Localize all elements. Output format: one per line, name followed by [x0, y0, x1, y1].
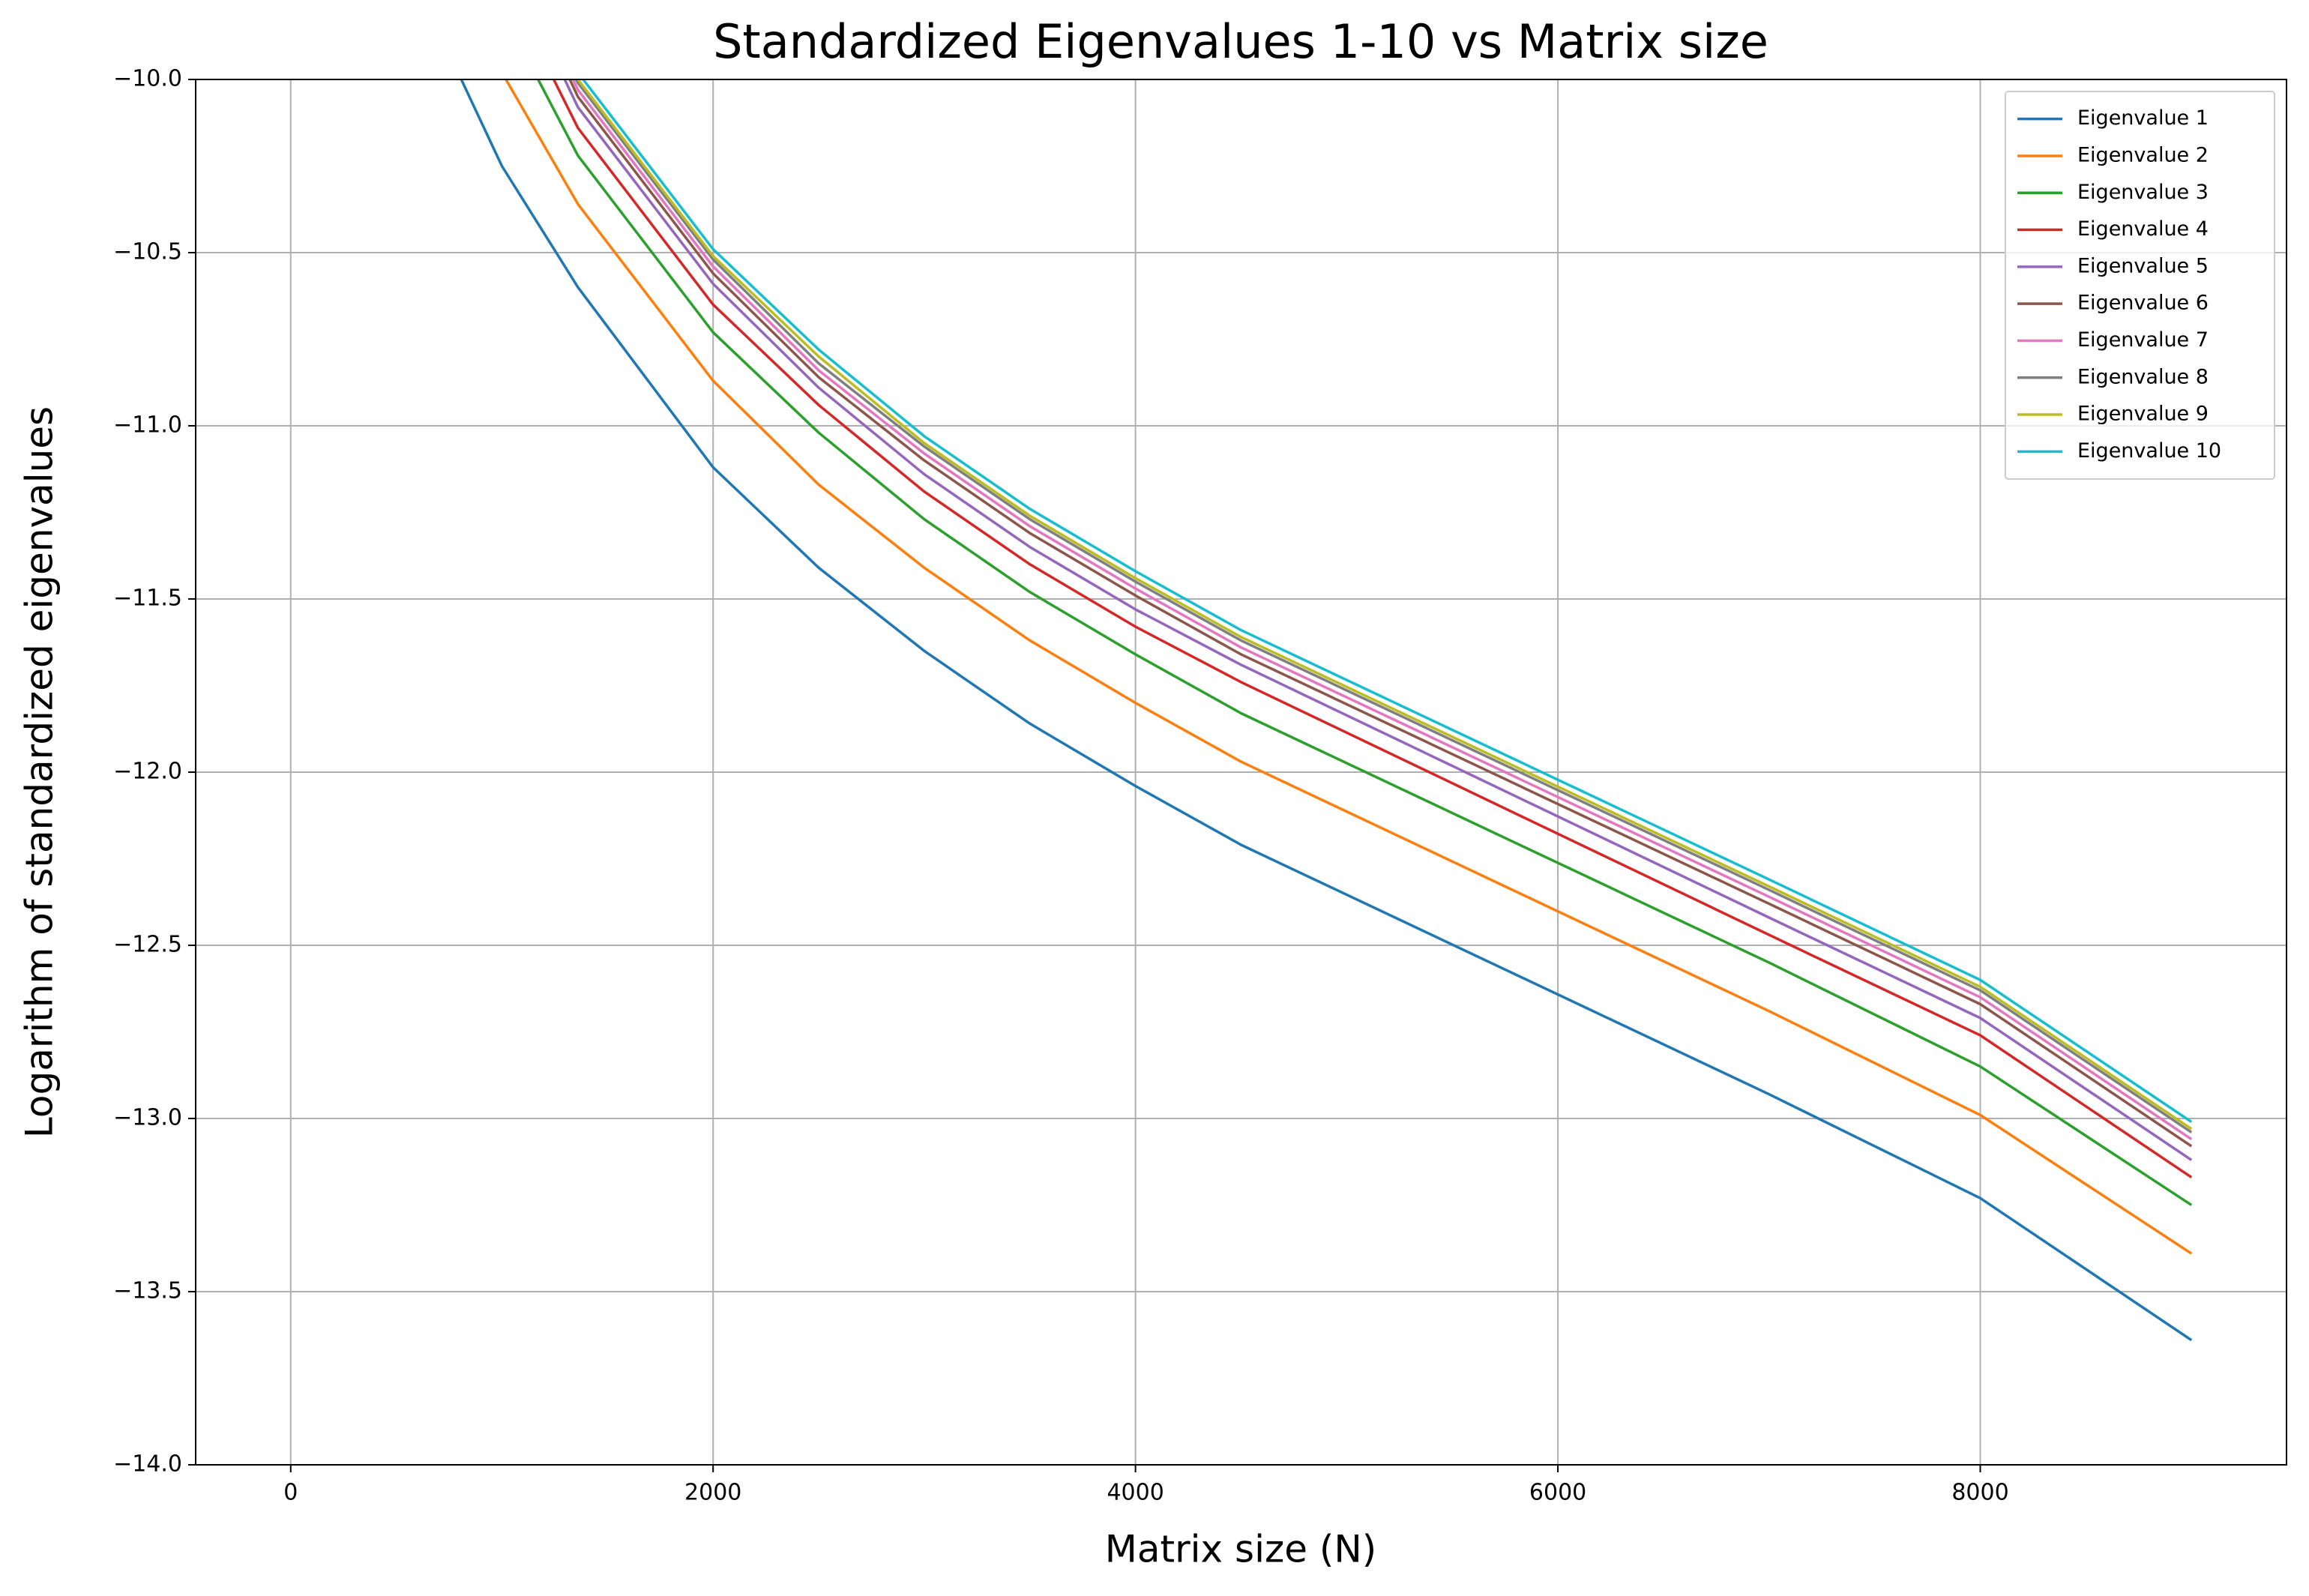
series-line [504, 79, 2193, 1255]
legend-label: Eigenvalue 4 [2077, 217, 2209, 241]
y-tick-label: −13.5 [113, 1278, 182, 1304]
series-line [460, 79, 2193, 1342]
y-tick-label: −11.0 [113, 412, 182, 439]
series-line [581, 79, 2193, 1124]
lines [460, 79, 2193, 1342]
series-line [568, 79, 2193, 1148]
legend-label: Eigenvalue 7 [2077, 328, 2209, 352]
legend-label: Eigenvalue 5 [2077, 254, 2209, 277]
y-tick-label: −10.5 [113, 239, 182, 265]
x-tick-label: 8000 [1951, 1480, 2008, 1506]
x-axis-label: Matrix size (N) [1105, 1528, 1377, 1571]
plot-frame [195, 79, 2287, 1466]
legend-box [2005, 91, 2275, 480]
x-tick-label: 2000 [684, 1480, 741, 1506]
series-line [574, 79, 2193, 1133]
legend-label: Eigenvalue 6 [2077, 292, 2209, 315]
series-line [576, 79, 2193, 1130]
legend-label: Eigenvalue 10 [2077, 439, 2221, 463]
y-tick-label: −13.0 [113, 1105, 182, 1131]
series-line [552, 79, 2193, 1178]
series-line [563, 79, 2193, 1161]
y-tick-label: −11.5 [113, 585, 182, 612]
legend-label: Eigenvalue 8 [2077, 365, 2209, 388]
legend-label: Eigenvalue 3 [2077, 181, 2209, 204]
y-axis-label: Logarithm of standardized eigenvalues [18, 406, 61, 1138]
x-tick-label: 4000 [1107, 1480, 1163, 1506]
y-tick-label: −12.5 [113, 932, 182, 958]
y-tick-label: −14.0 [113, 1451, 182, 1478]
chart-title: Standardized Eigenvalues 1-10 vs Matrix … [713, 14, 1768, 69]
grid [196, 79, 2287, 1466]
y-tick-label: −10.0 [113, 66, 182, 92]
y-tick-label: −12.0 [113, 759, 182, 785]
x-tick-label: 6000 [1529, 1480, 1586, 1506]
legend-label: Eigenvalue 2 [2077, 143, 2209, 166]
x-tick-label: 0 [283, 1480, 298, 1506]
series-line [536, 79, 2193, 1206]
legend-label: Eigenvalue 1 [2077, 106, 2209, 130]
legend-label: Eigenvalue 9 [2077, 403, 2209, 426]
series-line [571, 79, 2193, 1141]
